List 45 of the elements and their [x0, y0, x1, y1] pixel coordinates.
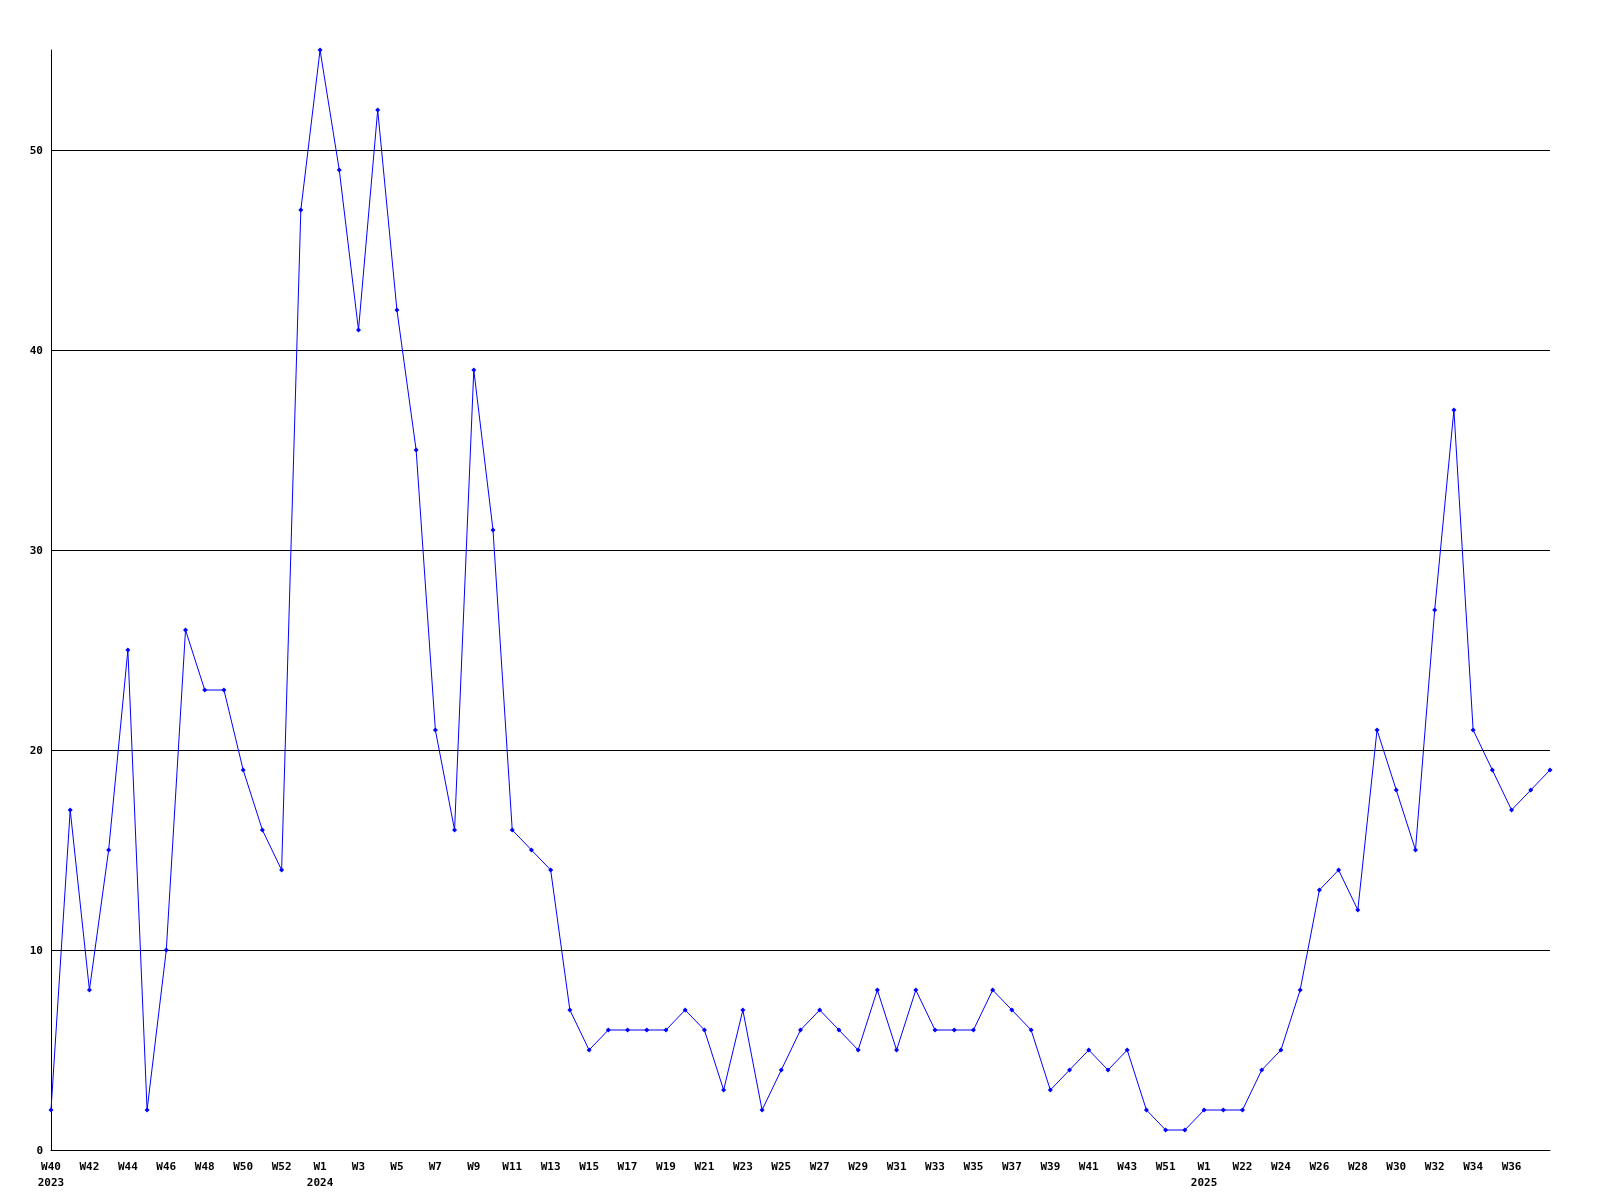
x-tick-label: W22: [1232, 1159, 1253, 1173]
y-tick-label: 0: [36, 1143, 43, 1157]
x-tick-label: W37: [1001, 1159, 1022, 1173]
x-tick-label: W13: [540, 1159, 561, 1173]
y-tick-label: 50: [29, 143, 43, 157]
x-tick-label: W30: [1386, 1159, 1407, 1173]
x-tick-label: W1 2024: [306, 1159, 334, 1189]
x-tick-label: W21: [694, 1159, 715, 1173]
x-tick-label: W26: [1309, 1159, 1330, 1173]
x-tick-label: W43: [1117, 1159, 1138, 1173]
x-tick-label: W17: [617, 1159, 638, 1173]
x-tick-label: W44: [117, 1159, 139, 1173]
x-tick-label: W48: [194, 1159, 215, 1173]
x-tick-label: W25: [771, 1159, 792, 1173]
x-tick-label: W19: [656, 1159, 676, 1173]
x-tick-label: W23: [732, 1159, 753, 1173]
x-tick-label: W33: [925, 1159, 945, 1173]
y-tick-label: 30: [29, 543, 43, 557]
y-tick-label: 10: [29, 943, 43, 957]
x-tick-label: W46: [156, 1159, 177, 1173]
y-tick-label: 20: [29, 743, 43, 757]
x-tick-label: W32: [1424, 1159, 1445, 1173]
x-tick-label: W40 2023: [37, 1159, 65, 1189]
x-tick-label: W50: [233, 1159, 254, 1173]
x-tick-label: W35: [963, 1159, 984, 1173]
x-tick-label: W31: [886, 1159, 907, 1173]
x-tick-label: W5: [390, 1159, 404, 1173]
x-tick-label: W9: [467, 1159, 481, 1173]
x-tick-label: W24: [1271, 1159, 1292, 1173]
x-tick-label: W41: [1078, 1159, 1100, 1173]
x-tick-label: W51: [1155, 1159, 1176, 1173]
y-tick-label: 40: [29, 343, 43, 357]
x-tick-label: W15: [579, 1159, 600, 1173]
x-tick-label: W39: [1040, 1159, 1061, 1173]
x-tick-label: W28: [1347, 1159, 1368, 1173]
x-tick-label: W29: [848, 1159, 869, 1173]
x-tick-label: W42: [79, 1159, 100, 1173]
x-tick-label: W36: [1501, 1159, 1522, 1173]
x-tick-label: W3: [351, 1159, 366, 1173]
x-tick-label: W1 2025: [1190, 1159, 1218, 1189]
x-tick-label: W52: [271, 1159, 292, 1173]
x-tick-label: W11: [502, 1159, 523, 1173]
x-tick-label: W7: [428, 1159, 442, 1173]
x-tick-label: W27: [809, 1159, 830, 1173]
x-tick-label: W34: [1463, 1159, 1484, 1173]
